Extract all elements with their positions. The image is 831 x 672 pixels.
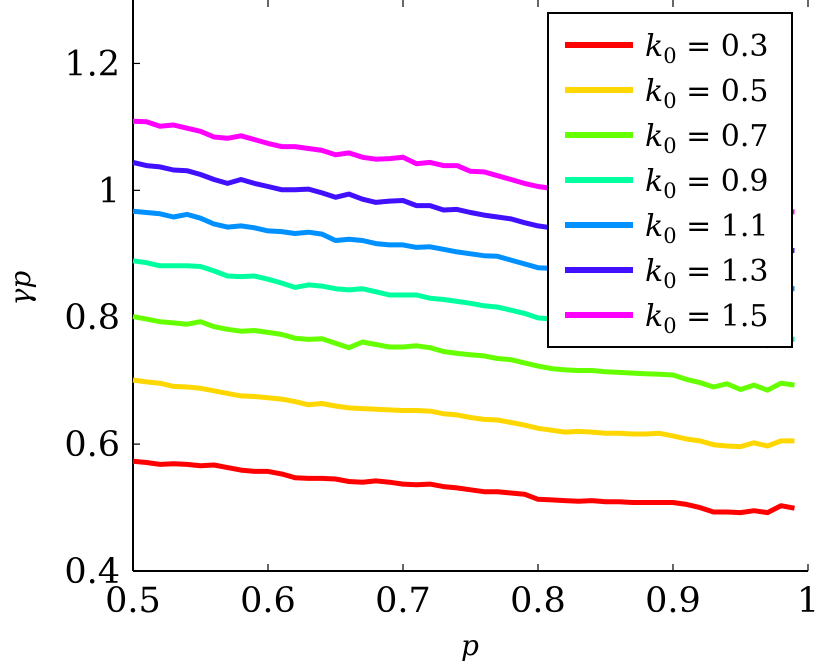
x-tick-label: 0.8 (510, 581, 566, 621)
legend-label-subscript: 0 (663, 224, 676, 248)
legend: k0 = 0.3k0 = 0.5k0 = 0.7k0 = 0.9k0 = 1.1… (547, 12, 793, 348)
x-tick-label: 0.7 (375, 581, 431, 621)
legend-label-subscript: 0 (663, 269, 676, 293)
y-axis-title: γp (4, 271, 37, 306)
legend-label-var: k (645, 164, 663, 199)
y-tick-label: 0.8 (64, 298, 120, 338)
legend-label: k0 = 0.5 (645, 74, 768, 113)
x-tick-label: 0.5 (105, 581, 161, 621)
legend-label-var: k (645, 29, 663, 64)
legend-label-value: = 0.9 (677, 164, 769, 199)
legend-label-var: k (645, 74, 663, 109)
legend-label-subscript: 0 (663, 314, 676, 338)
legend-label-value: = 1.3 (677, 254, 769, 289)
legend-label: k0 = 0.3 (645, 29, 768, 68)
series-line-1 (132, 377, 795, 450)
x-tick-label: 0.6 (240, 581, 296, 621)
y-tick-label: 0.4 (64, 552, 120, 592)
legend-label-value: = 0.7 (677, 119, 769, 154)
legend-label-value: = 0.5 (677, 74, 769, 109)
legend-label: k0 = 0.9 (645, 164, 768, 203)
legend-label-subscript: 0 (663, 179, 676, 203)
legend-label: k0 = 0.7 (645, 119, 768, 158)
legend-label: k0 = 1.1 (645, 209, 768, 248)
legend-label-var: k (645, 119, 663, 154)
series-line-0 (132, 458, 795, 516)
x-axis-title: p (461, 629, 479, 662)
legend-label-value: = 1.1 (677, 209, 769, 244)
y-tick-label: 1 (98, 171, 120, 211)
legend-label-value: = 0.3 (677, 29, 769, 64)
series-line-2 (132, 314, 795, 393)
x-tick-label: 1 (797, 581, 819, 621)
legend-label-subscript: 0 (663, 134, 676, 158)
legend-label: k0 = 1.3 (645, 254, 768, 293)
legend-label-var: k (645, 299, 663, 334)
y-tick-label: 0.6 (64, 425, 120, 465)
legend-label: k0 = 1.5 (645, 299, 768, 338)
legend-label-var: k (645, 209, 663, 244)
y-tick-label: 1.2 (64, 44, 120, 84)
legend-label-value: = 1.5 (677, 299, 769, 334)
legend-label-subscript: 0 (663, 44, 676, 68)
legend-label-var: k (645, 254, 663, 289)
x-tick-label: 0.9 (645, 581, 701, 621)
legend-label-subscript: 0 (663, 89, 676, 113)
